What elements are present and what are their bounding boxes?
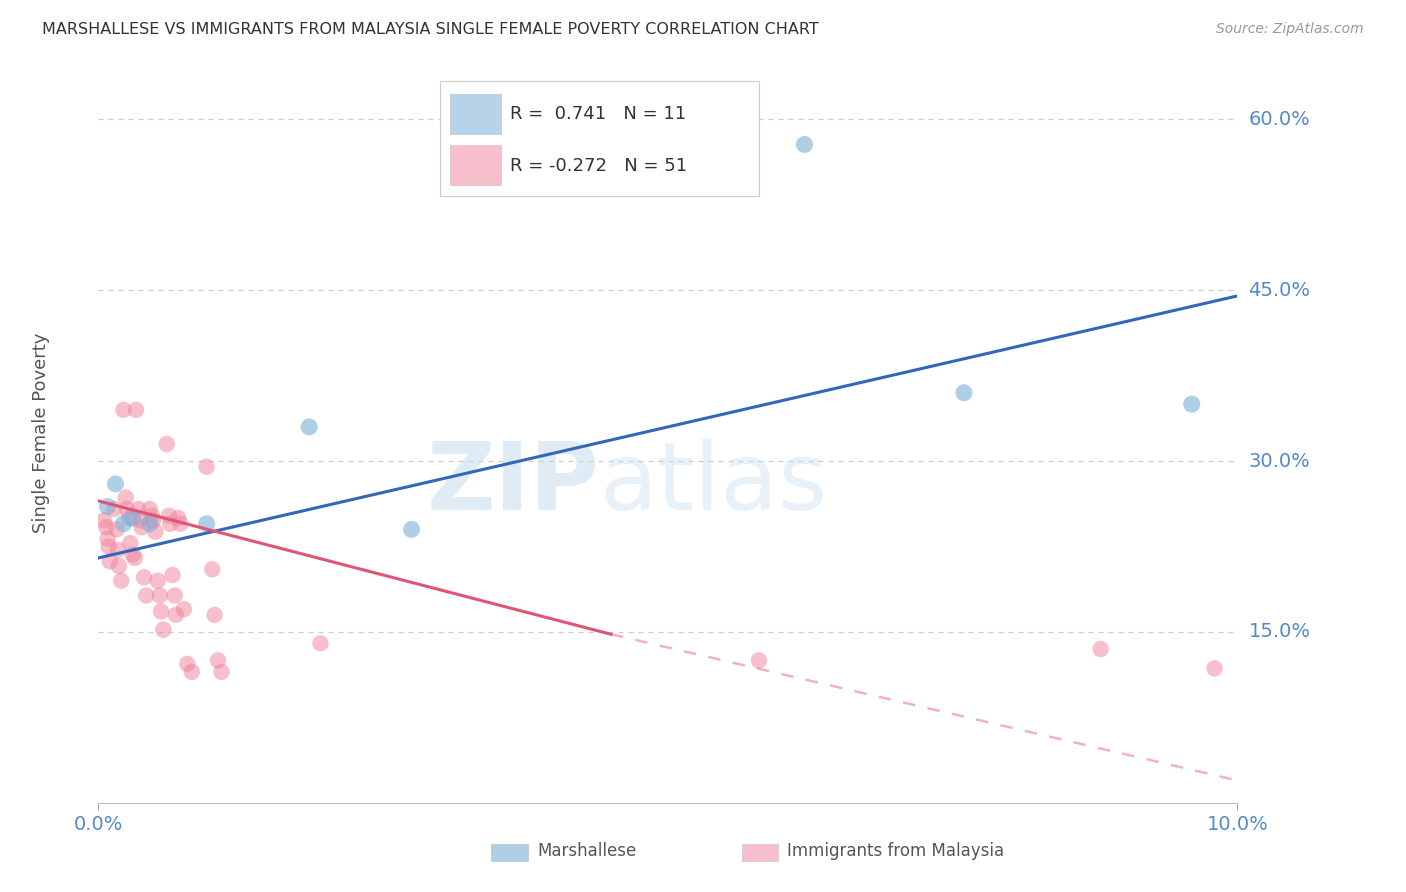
- Point: [309, 636, 332, 650]
- Point: [1090, 642, 1112, 657]
- Text: 60.0%: 60.0%: [1249, 110, 1310, 128]
- Text: 15.0%: 15.0%: [1249, 623, 1310, 641]
- Bar: [742, 844, 779, 861]
- Text: atlas: atlas: [599, 439, 828, 531]
- Point: [209, 665, 232, 679]
- Point: [150, 604, 173, 618]
- Point: [195, 516, 218, 531]
- Point: [121, 511, 143, 525]
- Point: [112, 402, 135, 417]
- Point: [159, 516, 181, 531]
- Point: [124, 550, 146, 565]
- Point: [298, 420, 321, 434]
- Text: Source: ZipAtlas.com: Source: ZipAtlas.com: [1216, 22, 1364, 37]
- Text: Single Female Poverty: Single Female Poverty: [32, 333, 51, 533]
- Point: [115, 502, 138, 516]
- Point: [93, 513, 115, 527]
- Point: [169, 516, 191, 531]
- Point: [97, 540, 120, 554]
- Point: [163, 589, 186, 603]
- Point: [748, 653, 770, 667]
- Point: [121, 548, 143, 562]
- Point: [145, 524, 167, 539]
- Point: [201, 562, 224, 576]
- Point: [110, 574, 132, 588]
- Point: [96, 500, 118, 514]
- Text: 30.0%: 30.0%: [1249, 451, 1310, 471]
- Point: [793, 137, 815, 152]
- Point: [152, 623, 174, 637]
- Point: [112, 516, 135, 531]
- Point: [125, 402, 148, 417]
- Point: [149, 589, 172, 603]
- Point: [173, 602, 195, 616]
- Point: [165, 607, 187, 622]
- Text: MARSHALLESE VS IMMIGRANTS FROM MALAYSIA SINGLE FEMALE POVERTY CORRELATION CHART: MARSHALLESE VS IMMIGRANTS FROM MALAYSIA …: [42, 22, 818, 37]
- Text: Marshallese: Marshallese: [537, 842, 636, 860]
- Point: [96, 532, 118, 546]
- Point: [207, 653, 229, 667]
- Point: [114, 491, 136, 505]
- Bar: [491, 844, 527, 861]
- Point: [138, 516, 160, 531]
- Point: [138, 502, 160, 516]
- Point: [104, 476, 127, 491]
- Point: [1204, 661, 1226, 675]
- Point: [127, 502, 149, 516]
- Point: [142, 513, 165, 527]
- Point: [176, 657, 198, 671]
- Point: [120, 536, 142, 550]
- Point: [195, 459, 218, 474]
- Text: 45.0%: 45.0%: [1249, 281, 1310, 300]
- Text: Immigrants from Malaysia: Immigrants from Malaysia: [787, 842, 1004, 860]
- Text: ZIP: ZIP: [426, 439, 599, 531]
- Point: [135, 589, 157, 603]
- Point: [401, 523, 423, 537]
- Point: [98, 554, 121, 568]
- Point: [953, 385, 976, 400]
- Point: [103, 502, 125, 516]
- Point: [180, 665, 202, 679]
- Point: [204, 607, 226, 622]
- Point: [146, 574, 169, 588]
- Point: [107, 543, 129, 558]
- Point: [118, 511, 141, 525]
- Point: [141, 508, 163, 523]
- Point: [108, 558, 131, 573]
- Point: [157, 508, 180, 523]
- Point: [1181, 397, 1204, 411]
- Point: [129, 513, 152, 527]
- Point: [131, 520, 153, 534]
- Point: [105, 523, 128, 537]
- Point: [162, 568, 184, 582]
- Point: [132, 570, 155, 584]
- Point: [96, 520, 118, 534]
- Point: [167, 511, 190, 525]
- Point: [156, 437, 179, 451]
